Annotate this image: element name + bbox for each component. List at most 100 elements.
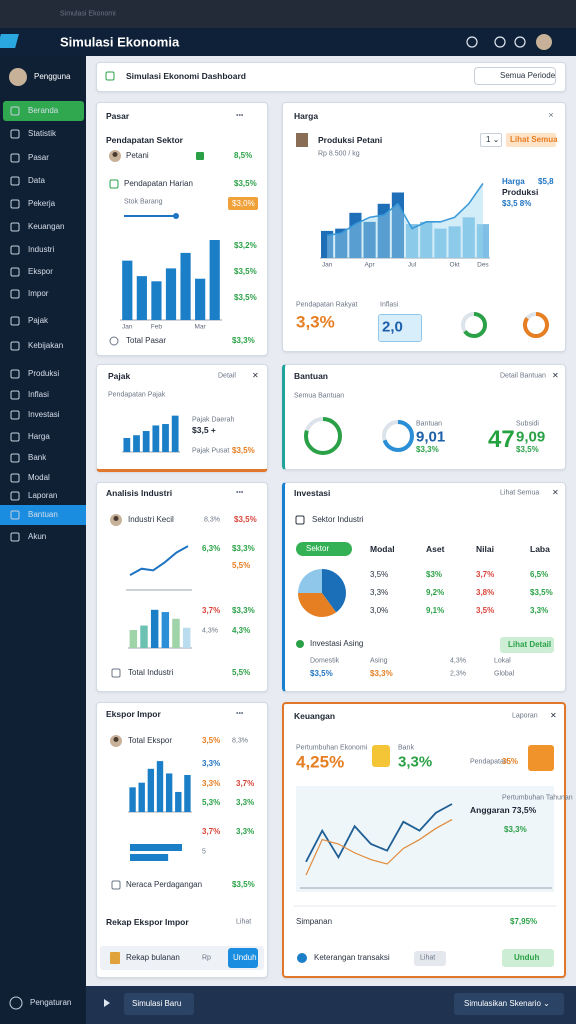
stock-button[interactable]	[228, 197, 258, 210]
card-menu[interactable]: •••	[236, 112, 244, 120]
header-icon	[514, 36, 526, 48]
close-button[interactable]: ✕	[550, 711, 557, 720]
person: Produksi Petani	[318, 134, 383, 145]
sidebar-item[interactable]: Laporan	[28, 491, 58, 500]
value: 5,5%	[232, 561, 251, 570]
sidebar-selected[interactable]	[0, 505, 86, 525]
button-label[interactable]: Simulasikan Skenario ⌄	[464, 999, 550, 1008]
legend-entry: Domestik	[310, 657, 340, 665]
sidebar-item[interactable]: Bank	[28, 453, 47, 462]
card-sub: Semua Bantuan	[294, 392, 345, 400]
view-all[interactable]: Lihat Semua	[500, 489, 540, 497]
view-all-button[interactable]	[506, 133, 556, 147]
view-chip[interactable]	[414, 951, 446, 966]
close-button[interactable]: ✕	[552, 488, 559, 497]
sidebar-item[interactable]: Harga	[28, 432, 50, 441]
detail-button[interactable]	[500, 637, 554, 653]
count-select[interactable]: 1 ⌄	[486, 135, 500, 144]
section-title: Rekap Ekspor Impor	[106, 916, 189, 927]
detail-link[interactable]: Detail	[218, 372, 236, 380]
value: 8,5%	[234, 151, 253, 160]
sidebar-item[interactable]: Pajak	[28, 316, 49, 325]
bar	[142, 431, 150, 452]
icon	[110, 952, 120, 964]
sidebar-footer[interactable]: Pengaturan	[30, 998, 72, 1007]
value: 3,5%	[202, 736, 221, 745]
icon	[10, 199, 20, 209]
close-button[interactable]: ✕	[552, 371, 559, 380]
button-label[interactable]: Simulasi Baru	[132, 999, 182, 1008]
sidebar-user: Pengguna	[34, 72, 71, 81]
sidebar-item[interactable]: Bantuan	[28, 510, 58, 519]
card-menu[interactable]: •••	[236, 489, 244, 497]
icon	[111, 880, 121, 890]
button-label[interactable]: Unduh	[233, 953, 257, 962]
kpi: 9,01	[416, 428, 446, 446]
value: 5	[202, 848, 206, 856]
report-link[interactable]: Laporan	[512, 712, 538, 720]
value: $3,5%	[232, 446, 255, 455]
icon	[10, 153, 20, 163]
kpi: 47	[488, 426, 515, 453]
sidebar-item[interactable]: Statistik	[28, 129, 57, 138]
sidebar-active[interactable]	[3, 101, 84, 121]
sector-pill[interactable]	[296, 542, 352, 556]
finance-download[interactable]	[502, 949, 554, 967]
download-button[interactable]	[228, 948, 258, 968]
sidebar-item[interactable]: Inflasi	[28, 390, 49, 399]
sidebar-item[interactable]: Industri	[28, 245, 55, 254]
bar	[165, 268, 177, 320]
button-label[interactable]: $3,0%	[232, 199, 255, 208]
icon	[10, 245, 20, 255]
period-select[interactable]	[474, 67, 556, 85]
value: 8,3%	[232, 737, 248, 745]
value: $3,3%	[232, 336, 255, 345]
legend-entry: Lokal	[494, 657, 511, 665]
detail-button[interactable]: Lihat Detail	[508, 640, 552, 649]
view-all[interactable]: Lihat Semua	[510, 135, 558, 144]
sidebar-item[interactable]: Produksi	[28, 369, 60, 378]
sidebar-item[interactable]: Keuangan	[28, 222, 65, 231]
table-cell: 6,5%	[530, 570, 549, 579]
scenario-button[interactable]	[454, 993, 564, 1015]
icon	[10, 106, 20, 116]
legend-entry: Asing	[370, 657, 388, 665]
sidebar-item[interactable]: Data	[28, 176, 45, 185]
detail-link[interactable]: Detail Bantuan	[500, 372, 546, 380]
download-chip[interactable]: Unduh	[514, 953, 540, 962]
sidebar-item[interactable]: Pekerja	[28, 199, 56, 208]
new-sim-button[interactable]	[124, 993, 194, 1015]
close-button[interactable]: ✕	[548, 112, 554, 120]
period-select[interactable]: Semua Periode	[500, 71, 556, 80]
card-title: Keuangan	[294, 710, 336, 721]
legend-value: $3,3%	[370, 669, 393, 678]
sidebar-item[interactable]: Modal	[28, 473, 50, 482]
bar	[140, 625, 148, 648]
count-select[interactable]	[480, 133, 502, 147]
chip[interactable]: Lihat	[420, 954, 436, 962]
sidebar-item[interactable]: Beranda	[28, 106, 59, 115]
sidebar-item[interactable]: Ekspor	[28, 267, 53, 276]
link[interactable]: Lihat	[236, 918, 252, 926]
icon	[297, 953, 307, 963]
icon	[10, 453, 20, 463]
icon	[295, 515, 305, 525]
label: Stok Barang	[124, 198, 163, 206]
value: $3,5%	[232, 880, 255, 889]
value: 8,3%	[204, 516, 220, 524]
close-button[interactable]: ✕	[252, 371, 259, 380]
sidebar-item[interactable]: Investasi	[28, 410, 60, 419]
card-title: Pajak	[108, 370, 131, 381]
x-label: Okt	[450, 262, 460, 269]
value: $3,5%	[234, 515, 257, 524]
legend-entry: Harga	[502, 177, 525, 186]
sidebar-item[interactable]: Kebijakan	[28, 341, 64, 350]
value: $3,3%	[232, 544, 255, 553]
value: 5,3%	[202, 798, 221, 807]
sidebar-item[interactable]: Impor	[28, 289, 49, 298]
bar	[129, 630, 138, 648]
legend-value: $3,5 8%	[502, 199, 532, 208]
sidebar-item[interactable]: Akun	[28, 532, 47, 541]
card-menu[interactable]: •••	[236, 710, 244, 718]
sidebar-item[interactable]: Pasar	[28, 153, 49, 162]
